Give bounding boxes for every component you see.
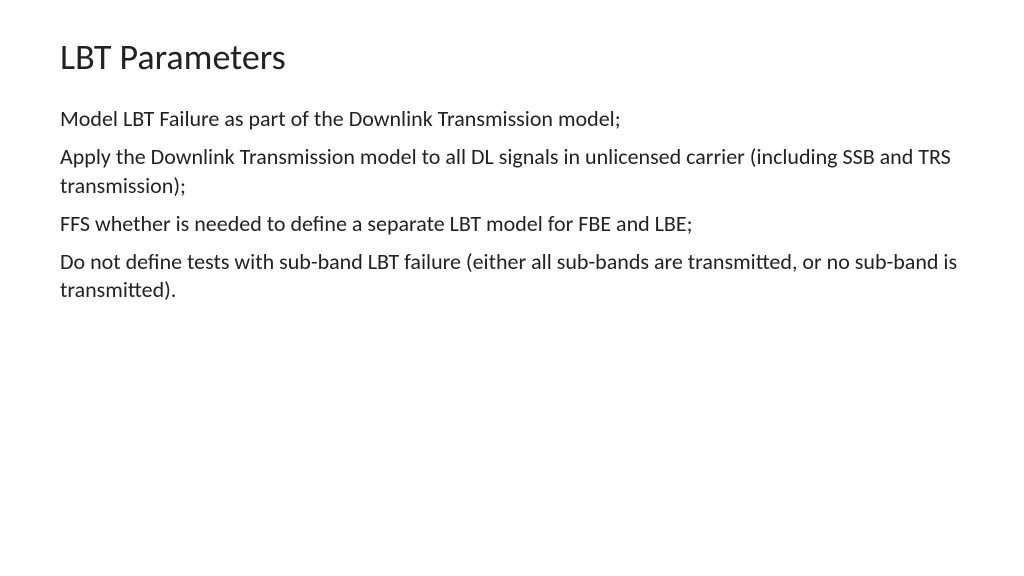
body-paragraph: FFS whether is needed to define a separa… <box>60 210 964 238</box>
body-paragraph: Model LBT Failure as part of the Downlin… <box>60 105 964 133</box>
slide: LBT Parameters Model LBT Failure as part… <box>0 0 1024 576</box>
slide-body: Model LBT Failure as part of the Downlin… <box>60 105 964 304</box>
slide-title: LBT Parameters <box>60 36 964 79</box>
body-paragraph: Do not define tests with sub-band LBT fa… <box>60 248 964 304</box>
body-paragraph: Apply the Downlink Transmission model to… <box>60 143 964 199</box>
